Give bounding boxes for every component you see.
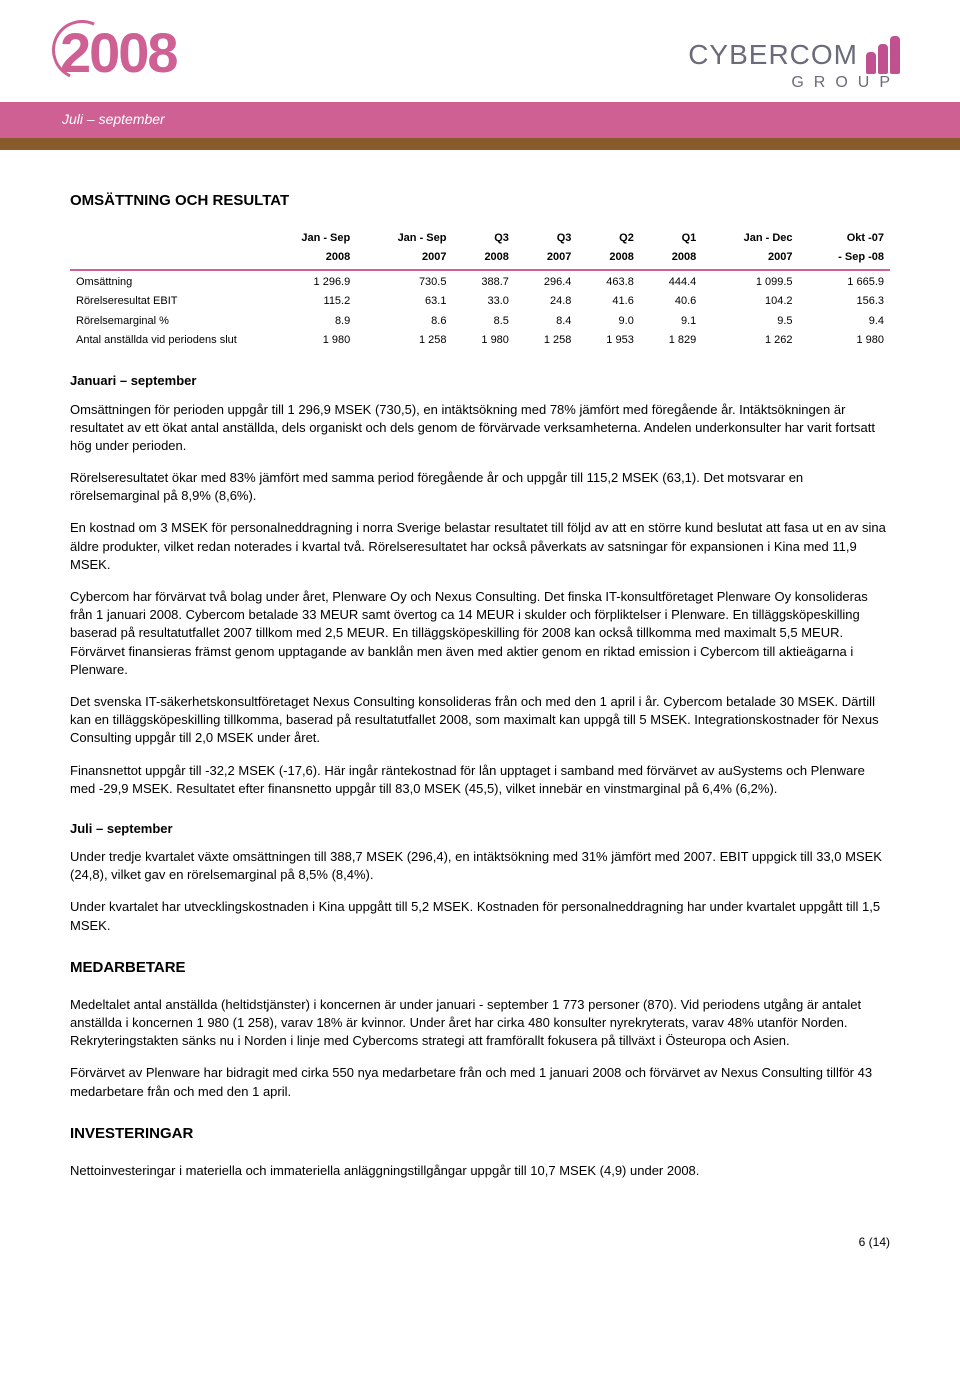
table-cell: 104.2	[702, 292, 798, 311]
table-col-header: Okt -07	[799, 229, 890, 248]
table-col-subheader: 2008	[452, 248, 514, 269]
table-col-header: Jan - Sep	[260, 229, 356, 248]
table-cell: 1 258	[356, 331, 452, 350]
page-content: OMSÄTTNING OCH RESULTAT Jan - SepJan - S…	[0, 150, 960, 1224]
header-band-2	[0, 138, 960, 150]
table-col-subheader: 2007	[515, 248, 577, 269]
body-p7: Under tredje kvartalet växte omsättninge…	[70, 848, 890, 884]
table-cell: 8.6	[356, 312, 452, 331]
row-label: Rörelsemarginal %	[70, 312, 260, 331]
table-col-subheader: - Sep -08	[799, 248, 890, 269]
table-cell: 1 980	[799, 331, 890, 350]
table-cell: 33.0	[452, 292, 514, 311]
body-p10: Förvärvet av Plenware har bidragit med c…	[70, 1064, 890, 1100]
table-cell: 8.9	[260, 312, 356, 331]
year-logo: 2008	[60, 25, 177, 81]
section-title-results: OMSÄTTNING OCH RESULTAT	[70, 190, 890, 211]
table-cell: 115.2	[260, 292, 356, 311]
subhead-jan-sep: Januari – september	[70, 372, 890, 390]
table-cell: 1 665.9	[799, 270, 890, 292]
subhead-jul-sep: Juli – september	[70, 820, 890, 838]
section-title-invest: INVESTERINGAR	[70, 1123, 890, 1144]
body-p3: En kostnad om 3 MSEK för personalneddrag…	[70, 519, 890, 574]
table-cell: 1 980	[452, 331, 514, 350]
logo-bars-icon	[866, 36, 900, 74]
table-cell: 9.5	[702, 312, 798, 331]
company-name-text: CYBERCOM	[688, 35, 858, 74]
table-cell: 1 262	[702, 331, 798, 350]
table-cell: 8.4	[515, 312, 577, 331]
table-cell: 463.8	[577, 270, 639, 292]
table-cell: 1 296.9	[260, 270, 356, 292]
table-cell: 1 099.5	[702, 270, 798, 292]
table-cell: 296.4	[515, 270, 577, 292]
table-col-subheader	[70, 248, 260, 269]
table-row: Omsättning1 296.9730.5388.7296.4463.8444…	[70, 270, 890, 292]
table-col-header: Q3	[515, 229, 577, 248]
body-p5: Det svenska IT-säkerhetskonsultföretaget…	[70, 693, 890, 748]
table-col-header: Q1	[640, 229, 702, 248]
section-title-staff: MEDARBETARE	[70, 957, 890, 978]
table-row: Antal anställda vid periodens slut1 9801…	[70, 331, 890, 350]
page-header: 2008 CYBERCOM GROUP Juli – september	[0, 0, 960, 150]
table-col-subheader: 2008	[640, 248, 702, 269]
table-cell: 1 258	[515, 331, 577, 350]
page-footer: 6 (14)	[0, 1224, 960, 1271]
table-cell: 41.6	[577, 292, 639, 311]
financial-table: Jan - SepJan - SepQ3Q3Q2Q1Jan - DecOkt -…	[70, 229, 890, 350]
body-p9: Medeltalet antal anställda (heltidstjäns…	[70, 996, 890, 1051]
table-col-subheader: 2007	[356, 248, 452, 269]
table-row: Rörelsemarginal %8.98.68.58.49.09.19.59.…	[70, 312, 890, 331]
period-label: Juli – september	[62, 110, 165, 130]
body-p2: Rörelseresultatet ökar med 83% jämfört m…	[70, 469, 890, 505]
table-cell: 156.3	[799, 292, 890, 311]
table-cell: 730.5	[356, 270, 452, 292]
table-cell: 1 980	[260, 331, 356, 350]
body-p11: Nettoinvesteringar i materiella och imma…	[70, 1162, 890, 1180]
table-body: Omsättning1 296.9730.5388.7296.4463.8444…	[70, 270, 890, 351]
table-col-header: Q2	[577, 229, 639, 248]
table-cell: 1 953	[577, 331, 639, 350]
table-header: Jan - SepJan - SepQ3Q3Q2Q1Jan - DecOkt -…	[70, 229, 890, 270]
body-p1: Omsättningen för perioden uppgår till 1 …	[70, 401, 890, 456]
row-label: Antal anställda vid periodens slut	[70, 331, 260, 350]
company-group: GROUP	[688, 72, 900, 94]
table-cell: 63.1	[356, 292, 452, 311]
body-p8: Under kvartalet har utvecklingskostnaden…	[70, 898, 890, 934]
table-col-subheader: 2008	[260, 248, 356, 269]
table-col-header: Q3	[452, 229, 514, 248]
table-row: Rörelseresultat EBIT115.263.133.024.841.…	[70, 292, 890, 311]
company-name: CYBERCOM	[688, 35, 900, 74]
company-logo: CYBERCOM GROUP	[688, 35, 900, 95]
table-cell: 9.4	[799, 312, 890, 331]
table-cell: 8.5	[452, 312, 514, 331]
table-cell: 444.4	[640, 270, 702, 292]
table-col-subheader: 2008	[577, 248, 639, 269]
row-label: Rörelseresultat EBIT	[70, 292, 260, 311]
table-cell: 388.7	[452, 270, 514, 292]
table-col-header	[70, 229, 260, 248]
table-col-subheader: 2007	[702, 248, 798, 269]
row-label: Omsättning	[70, 270, 260, 292]
table-col-header: Jan - Sep	[356, 229, 452, 248]
table-cell: 40.6	[640, 292, 702, 311]
body-p4: Cybercom har förvärvat två bolag under å…	[70, 588, 890, 679]
table-col-header: Jan - Dec	[702, 229, 798, 248]
table-cell: 9.1	[640, 312, 702, 331]
table-cell: 9.0	[577, 312, 639, 331]
body-p6: Finansnettot uppgår till -32,2 MSEK (-17…	[70, 762, 890, 798]
table-cell: 24.8	[515, 292, 577, 311]
table-cell: 1 829	[640, 331, 702, 350]
